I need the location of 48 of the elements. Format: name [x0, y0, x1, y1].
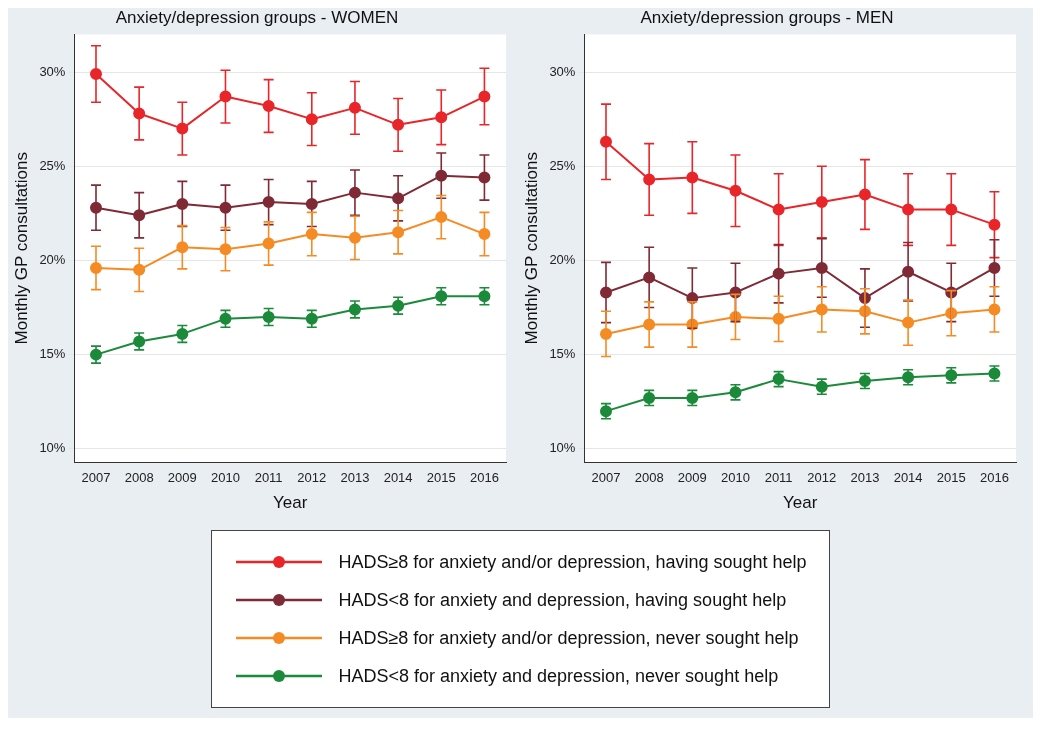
x-tick-label: 2015 [936, 470, 966, 486]
legend-label: HADS<8 for anxiety and depression, never sought help [338, 665, 779, 687]
y-tick-label: 20% [39, 252, 66, 268]
x-tick-label: 2016 [979, 470, 1009, 486]
point [478, 228, 491, 241]
legend-label: HADS≥8 for anxiety and/or depression, never sought help [338, 627, 799, 649]
x-tick-label: 2013 [340, 470, 370, 486]
x-axis-title: Year [273, 493, 308, 513]
legend-label: HADS≥8 for anxiety and/or depression, having sought help [338, 551, 807, 573]
x-tick-label: 2016 [469, 470, 499, 486]
y-axis-title: Monthly GP consultations [11, 151, 31, 345]
point [262, 99, 275, 112]
y-tick-label: 30% [39, 63, 66, 79]
x-tick-label: 2014 [893, 470, 923, 486]
point [219, 90, 232, 103]
point [262, 196, 275, 209]
x-tick-label: 2011 [764, 470, 793, 486]
x-tick-label: 2012 [297, 470, 327, 486]
x-tick-label: 2007 [591, 470, 621, 486]
y-tick-label: 30% [549, 63, 576, 79]
x-tick-label: 2009 [167, 470, 197, 486]
x-tick-label: 2014 [383, 470, 413, 486]
y-tick-label: 10% [549, 440, 576, 456]
y-tick-label: 25% [549, 157, 576, 173]
x-tick-label: 2010 [211, 470, 240, 486]
point [176, 327, 189, 340]
y-tick-label: 15% [549, 346, 576, 362]
y-tick-label: 20% [549, 252, 576, 268]
x-tick-label: 2013 [850, 470, 880, 486]
point [176, 197, 189, 210]
y-tick-label: 25% [39, 157, 66, 173]
y-axis-title: Monthly GP consultations [521, 151, 541, 345]
x-tick-label: 2007 [81, 470, 111, 486]
y-tick-label: 15% [39, 346, 66, 362]
chart-title: Anxiety/depression groups - WOMEN [115, 7, 399, 27]
x-tick-label: 2008 [124, 470, 154, 486]
x-tick-label: 2010 [721, 470, 750, 486]
x-axis-title: Year [783, 493, 818, 513]
y-tick-label: 10% [39, 440, 66, 456]
x-tick-label: 2012 [807, 470, 837, 486]
legend-label: HADS<8 for anxiety and depression, having sought help [338, 589, 787, 611]
x-tick-label: 2015 [426, 470, 456, 486]
x-tick-label: 2011 [254, 470, 283, 486]
chart-title: Anxiety/depression groups - MEN [640, 7, 894, 27]
point [262, 310, 275, 323]
x-tick-label: 2008 [634, 470, 664, 486]
point [176, 241, 189, 254]
x-tick-label: 2009 [677, 470, 707, 486]
